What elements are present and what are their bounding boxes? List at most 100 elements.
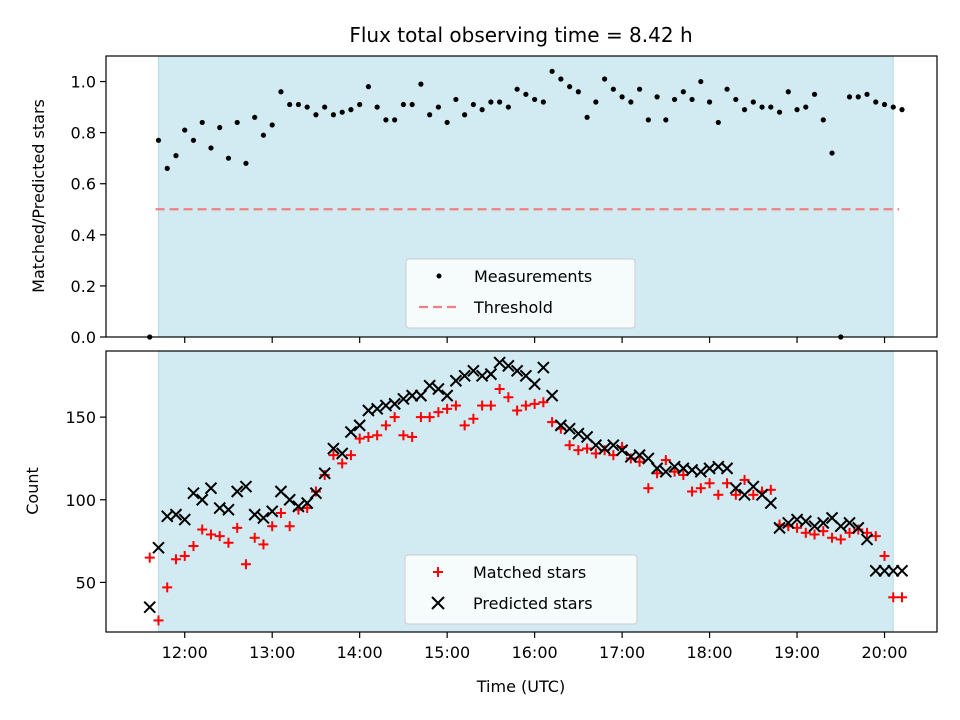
predicted-star-point <box>257 511 270 525</box>
predicted-star-point <box>773 521 786 535</box>
measurement-point <box>785 89 791 95</box>
measurement-point <box>873 99 879 105</box>
measurement-point <box>636 86 643 92</box>
measurement-point <box>794 107 800 113</box>
measurement-point <box>330 112 337 118</box>
predicted-star-point <box>440 389 454 402</box>
matched-star-point <box>442 403 453 414</box>
matched-star-point <box>888 592 899 603</box>
predicted-star-point <box>694 465 708 478</box>
predicted-star-point <box>808 520 821 533</box>
matched-star-point <box>223 537 234 548</box>
measurement-point <box>724 86 730 92</box>
measurement-point <box>453 96 459 103</box>
measurement-point <box>698 78 704 85</box>
measurement-point <box>899 107 905 113</box>
measurement-point <box>208 145 214 151</box>
matched-star-point <box>232 522 243 533</box>
bottom-x-tick-label: 17:00 <box>599 643 645 662</box>
predicted-star-point <box>589 439 603 452</box>
matched-star-point <box>337 458 348 469</box>
matched-star-point <box>284 521 295 532</box>
measurement-point <box>741 107 748 113</box>
matched-star-point <box>503 392 514 403</box>
measurement-point <box>680 89 686 95</box>
measurement-point <box>182 127 188 133</box>
predicted-star-point <box>318 467 331 480</box>
matched-star-point <box>669 466 680 477</box>
bottom-axes-frame <box>105 350 938 633</box>
matched-star-point <box>582 443 593 454</box>
x-axis-label: Time (UTC) <box>476 677 565 696</box>
bottom-y-tick-label: 100 <box>65 491 96 510</box>
predicted-star-point <box>309 486 323 500</box>
predicted-star-point <box>598 442 611 455</box>
measurement-point <box>575 89 581 95</box>
predicted-star-point <box>265 505 279 518</box>
predicted-star-point <box>432 382 445 396</box>
measurement-point <box>593 99 599 105</box>
predicted-star-point <box>458 369 471 383</box>
bottom-x-ticks: 12:00 13:00 14:00 15:00 16:00 17:00 18:00 19:00… <box>162 632 908 662</box>
predicted-star-point <box>370 402 384 416</box>
measurement-point <box>584 114 590 120</box>
predicted-star-point <box>799 515 812 528</box>
matched-star-point <box>424 412 435 423</box>
predicted-star-point <box>178 513 191 526</box>
measurement-point <box>234 119 240 126</box>
matched-star-point <box>319 469 330 480</box>
top-y-tick-label: 0.8 <box>71 124 96 143</box>
matched-star-point <box>354 433 365 444</box>
measurement-point <box>846 94 853 100</box>
matched-star-point <box>459 420 470 431</box>
matched-star-point <box>853 524 864 535</box>
top-y-tick-label: 0.4 <box>71 226 96 245</box>
measurement-point <box>505 104 511 110</box>
bottom-x-tick-label: 18:00 <box>687 643 733 662</box>
measurement-point <box>418 81 424 87</box>
matched-star-point <box>529 398 540 409</box>
matched-star-point <box>398 430 409 441</box>
matched-stars-points <box>144 384 908 626</box>
predicted-star-point <box>607 439 620 452</box>
matched-star-point <box>214 531 225 542</box>
bottom-y-tick-label: 150 <box>65 408 96 427</box>
predicted-stars-points <box>143 356 909 614</box>
predicted-star-point <box>196 493 209 506</box>
matched-star-point <box>258 539 269 550</box>
matched-star-point <box>188 541 199 552</box>
measurement-point <box>444 119 450 126</box>
matched-star-point <box>827 532 838 543</box>
measurement-point <box>322 104 328 110</box>
matched-star-point <box>302 503 313 514</box>
matched-star-point <box>249 532 260 543</box>
bottom-x-tick-label: 13:00 <box>249 643 295 662</box>
measurement-point <box>523 91 529 97</box>
legend-measurements-marker <box>436 273 442 279</box>
measurement-point <box>610 86 616 92</box>
matched-star-point <box>652 468 663 479</box>
measurement-point <box>881 101 888 108</box>
measurement-point <box>488 99 494 105</box>
matched-star-point <box>573 445 584 456</box>
predicted-star-point <box>423 379 436 392</box>
predicted-star-point <box>248 508 261 521</box>
predicted-star-point <box>615 443 629 457</box>
matched-star-point <box>879 550 890 561</box>
measurement-point <box>855 94 861 100</box>
measurement-point <box>243 160 249 166</box>
measurement-point <box>689 96 695 103</box>
predicted-star-point <box>895 564 909 578</box>
predicted-star-point <box>782 516 795 530</box>
predicted-star-point <box>414 389 428 402</box>
matched-star-point <box>704 478 715 489</box>
matched-star-point <box>713 489 724 500</box>
predicted-star-point <box>650 462 664 475</box>
matched-star-point <box>485 400 496 411</box>
measurement-point <box>400 101 407 108</box>
measurement-point <box>864 91 870 97</box>
predicted-star-point <box>720 462 734 475</box>
predicted-star-point <box>563 422 576 435</box>
bottom-x-tick-label: 20:00 <box>861 643 907 662</box>
